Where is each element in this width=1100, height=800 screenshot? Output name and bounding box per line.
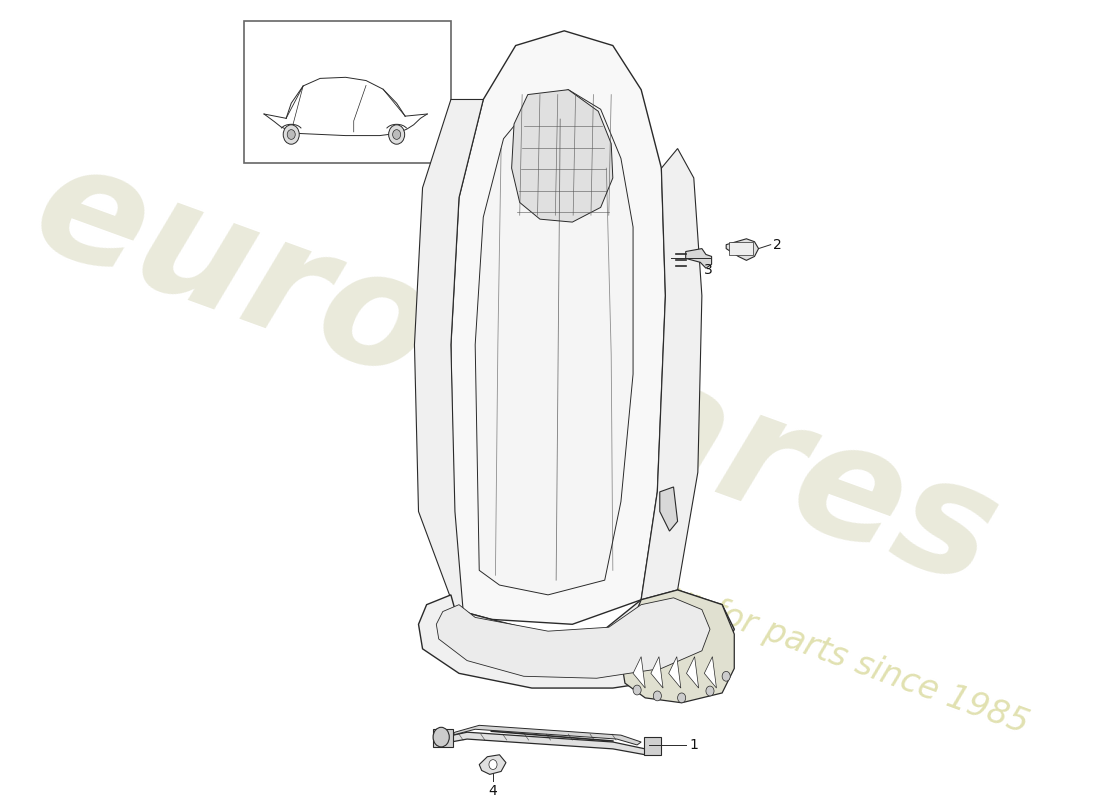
Polygon shape (669, 657, 681, 688)
Circle shape (488, 760, 497, 770)
Polygon shape (685, 249, 712, 268)
Polygon shape (437, 598, 710, 678)
Polygon shape (634, 657, 646, 688)
Bar (244, 21, 451, 163)
Text: eurospares: eurospares (14, 129, 1016, 620)
Polygon shape (726, 238, 759, 260)
Circle shape (283, 125, 299, 144)
Circle shape (393, 130, 400, 139)
Circle shape (287, 130, 295, 139)
Polygon shape (620, 590, 735, 702)
Polygon shape (660, 487, 678, 531)
Circle shape (722, 671, 730, 681)
Circle shape (388, 125, 405, 144)
Text: 4: 4 (488, 784, 497, 798)
Polygon shape (415, 99, 483, 610)
Polygon shape (704, 657, 716, 688)
Circle shape (678, 693, 685, 702)
Text: 3: 3 (704, 263, 713, 277)
Polygon shape (475, 90, 634, 595)
Polygon shape (451, 31, 666, 624)
Text: 2: 2 (773, 238, 782, 252)
Polygon shape (418, 590, 735, 688)
Text: a passion for parts since 1985: a passion for parts since 1985 (549, 538, 1033, 741)
Polygon shape (686, 657, 698, 688)
Text: 1: 1 (690, 738, 698, 752)
Circle shape (634, 685, 641, 695)
Polygon shape (512, 90, 613, 222)
Polygon shape (434, 732, 646, 754)
FancyBboxPatch shape (728, 242, 752, 255)
Polygon shape (641, 149, 702, 614)
Circle shape (433, 727, 449, 747)
FancyBboxPatch shape (433, 730, 453, 747)
Polygon shape (452, 726, 641, 745)
FancyBboxPatch shape (644, 737, 661, 754)
Circle shape (706, 686, 714, 696)
Polygon shape (651, 657, 663, 688)
Circle shape (653, 691, 661, 701)
Polygon shape (480, 754, 506, 774)
